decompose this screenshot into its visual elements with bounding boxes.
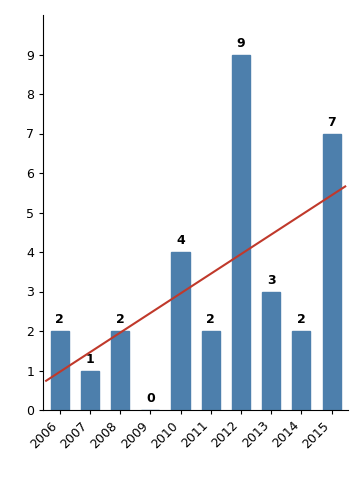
Text: 7: 7 <box>327 116 336 129</box>
Bar <box>111 331 129 410</box>
Text: 9: 9 <box>237 37 245 50</box>
Text: 0: 0 <box>146 392 155 406</box>
Bar <box>292 331 311 410</box>
Text: 2: 2 <box>206 314 215 326</box>
Text: 1: 1 <box>85 353 94 366</box>
Bar <box>322 134 341 410</box>
Bar <box>81 370 99 410</box>
Bar <box>51 331 69 410</box>
Bar <box>232 54 250 410</box>
Bar <box>262 292 280 410</box>
Text: 2: 2 <box>116 314 125 326</box>
Bar <box>202 331 220 410</box>
Bar <box>172 252 190 410</box>
Text: 2: 2 <box>297 314 306 326</box>
Text: 2: 2 <box>55 314 64 326</box>
Text: 3: 3 <box>267 274 275 287</box>
Text: 4: 4 <box>176 234 185 248</box>
